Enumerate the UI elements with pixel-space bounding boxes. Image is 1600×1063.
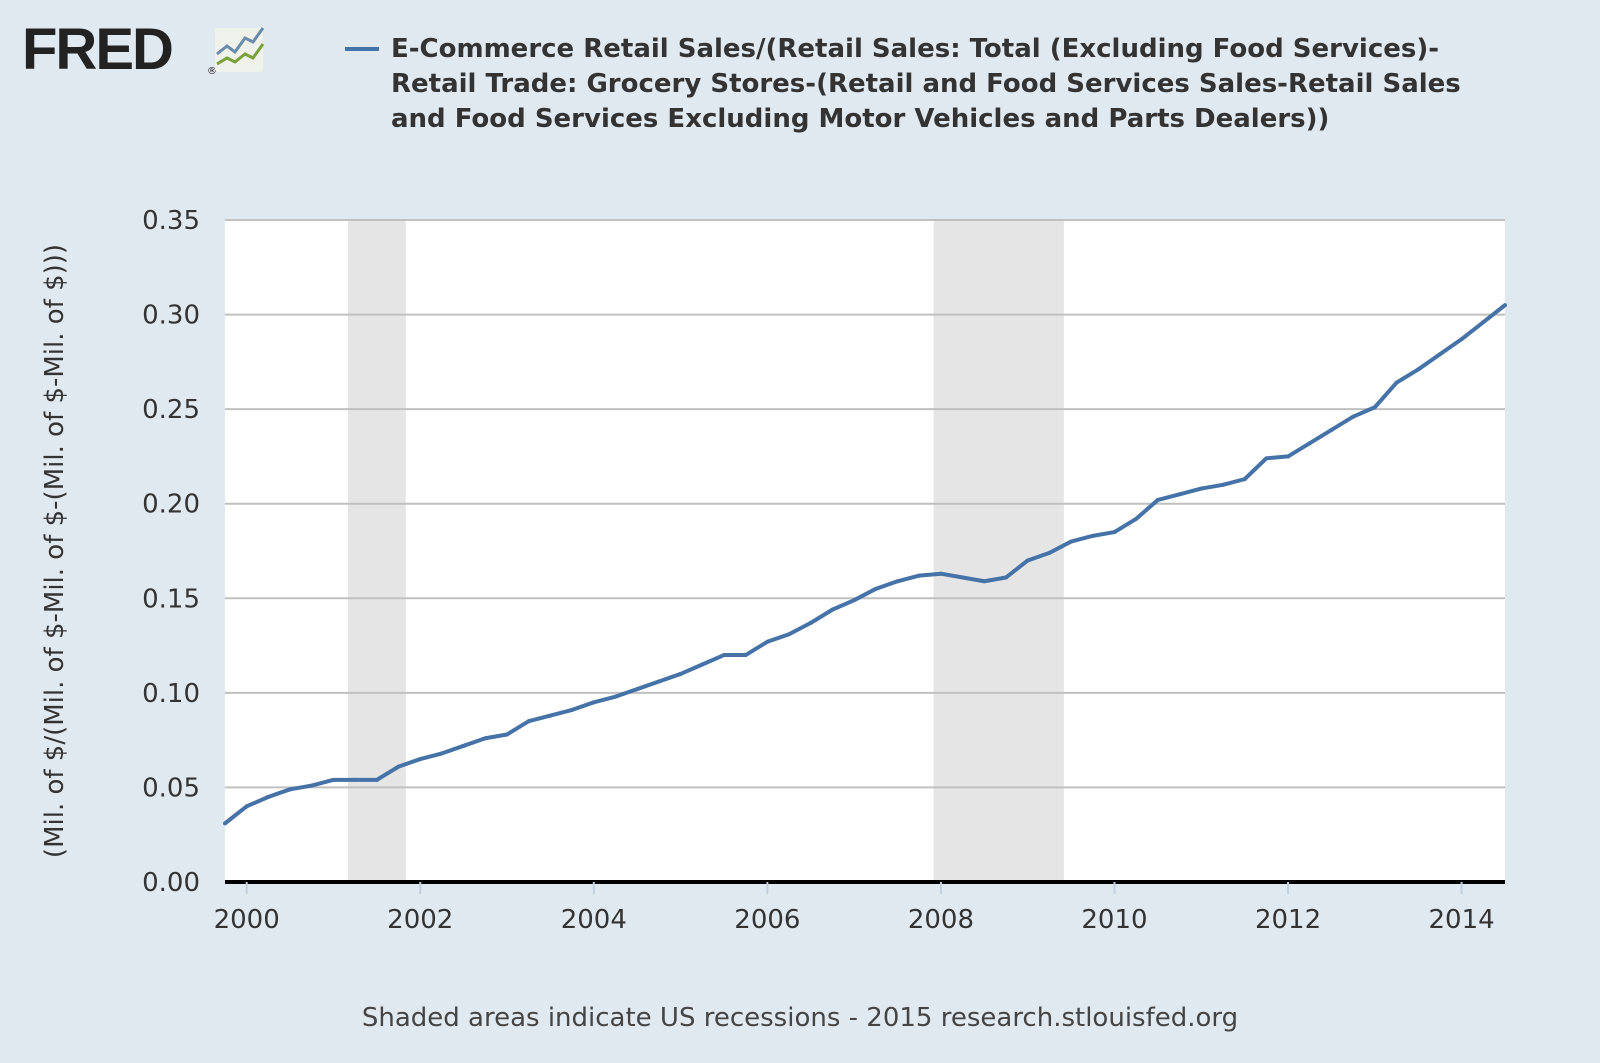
data-point (1134, 516, 1139, 521)
data-point (895, 579, 900, 584)
data-point (570, 707, 575, 712)
data-point (1351, 414, 1356, 419)
data-point (613, 694, 618, 699)
data-point (700, 662, 705, 667)
x-tick-label: 2014 (1429, 905, 1495, 935)
recession-band (933, 220, 1064, 882)
data-point (808, 620, 813, 625)
fred-logo-chart-icon: ® (207, 27, 265, 77)
footer-note: Shaded areas indicate US recessions - 20… (361, 1003, 1239, 1033)
y-tick-label: 0.00 (142, 868, 200, 898)
data-point (1177, 492, 1182, 497)
data-point (635, 687, 640, 692)
data-point (505, 732, 510, 737)
data-point (244, 804, 249, 809)
data-point (526, 719, 531, 724)
data-point (331, 777, 336, 782)
data-point (548, 713, 553, 718)
y-tick-label: 0.15 (142, 584, 200, 614)
y-tick-label: 0.25 (142, 395, 200, 425)
data-point (483, 736, 488, 741)
data-point (852, 598, 857, 603)
data-point (223, 821, 227, 826)
series-line (223, 303, 1507, 825)
data-point (1329, 427, 1334, 432)
data-point (1307, 441, 1312, 446)
data-point (1372, 405, 1377, 410)
data-point (1220, 482, 1225, 487)
fred-logo-text: FRED (22, 17, 174, 82)
data-point (439, 751, 444, 756)
x-tick-label: 2000 (214, 905, 280, 935)
data-point (396, 764, 401, 769)
data-point (787, 632, 792, 637)
data-point (591, 700, 596, 705)
data-point (1264, 456, 1269, 461)
x-tick-label: 2012 (1255, 905, 1321, 935)
data-point (938, 571, 943, 576)
registered-mark: ® (207, 66, 217, 77)
data-point (960, 575, 965, 580)
legend: E-Commerce Retail Sales/(Retail Sales: T… (345, 32, 1465, 137)
data-point (418, 757, 423, 762)
recession-band (347, 220, 406, 882)
data-point (678, 671, 683, 676)
x-tick-label: 2010 (1081, 905, 1147, 935)
legend-series-name: E-Commerce Retail Sales/(Retail Sales: T… (391, 34, 1461, 134)
x-tick-label: 2008 (908, 905, 974, 935)
data-point (765, 639, 770, 644)
legend-swatch (345, 47, 379, 51)
data-point (1025, 558, 1030, 563)
data-point (374, 777, 379, 782)
data-point (1004, 575, 1009, 580)
y-tick-label: 0.35 (142, 206, 200, 236)
data-point (656, 679, 661, 684)
data-point (1047, 550, 1052, 555)
data-point (1069, 539, 1074, 544)
data-point (353, 777, 358, 782)
data-point (1416, 367, 1421, 372)
data-point (266, 794, 271, 799)
y-axis-label: (Mil. of $/(Mil. of $-Mil. of $-(Mil. of… (40, 244, 70, 858)
data-point (1481, 320, 1486, 325)
x-tick-label: 2002 (387, 905, 453, 935)
y-tick-label: 0.20 (142, 490, 200, 520)
y-tick-label: 0.30 (142, 301, 200, 331)
data-point (917, 573, 922, 578)
data-point (1437, 352, 1442, 357)
y-tick-label: 0.10 (142, 679, 200, 709)
data-point (873, 586, 878, 591)
data-point (1155, 497, 1160, 502)
x-tick-label: 2004 (561, 905, 627, 935)
data-point (1112, 530, 1117, 535)
x-tick-label: 2006 (734, 905, 800, 935)
data-point (1394, 380, 1399, 385)
data-point (1286, 454, 1291, 459)
data-point (743, 653, 748, 658)
data-point (1242, 477, 1247, 482)
data-point (721, 653, 726, 658)
data-point (982, 579, 987, 584)
plot-area (225, 220, 1505, 882)
y-tick-label: 0.05 (142, 773, 200, 803)
data-point (309, 783, 314, 788)
data-point (1503, 303, 1507, 308)
data-point (461, 743, 466, 748)
data-point (830, 607, 835, 612)
data-point (1090, 533, 1095, 538)
data-point (288, 787, 293, 792)
data-point (1459, 337, 1464, 342)
data-point (1199, 486, 1204, 491)
